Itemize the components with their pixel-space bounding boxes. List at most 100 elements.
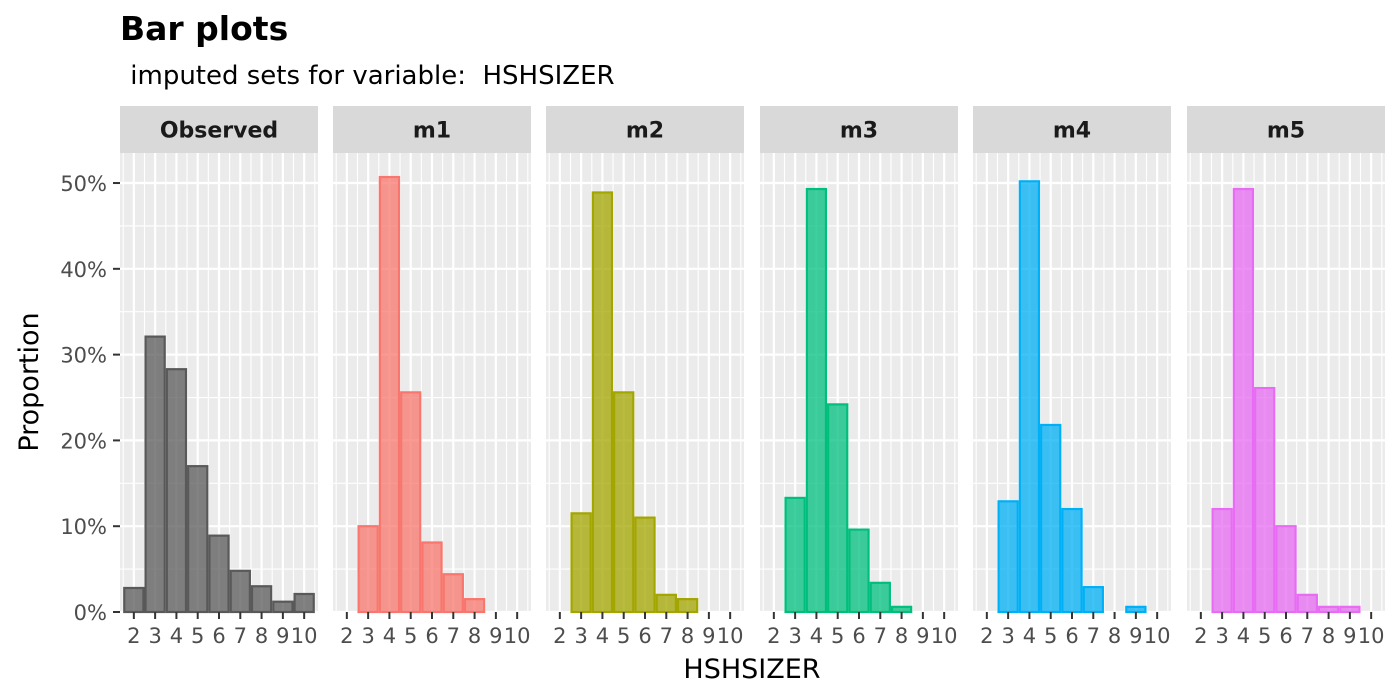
x-tick-label: 7 [447,624,460,648]
x-tick-label: 9 [702,624,715,648]
x-axis-title: HSHSIZER [683,654,820,685]
x-tick-label: 8 [255,624,268,648]
bar [1061,507,1083,614]
x-tick-label: 10 [504,624,531,648]
bar [144,335,166,614]
bar [591,191,614,614]
x-tick-label: 3 [1001,624,1014,648]
y-tick-label: 30% [60,344,107,368]
x-tick-label: 10 [1144,624,1171,648]
bar [997,500,1019,614]
x-tick-label: 5 [404,624,417,648]
x-tick-label: 2 [127,624,140,648]
x-tick-label: 5 [831,624,844,648]
facet-strip-label: m5 [1267,119,1305,144]
x-tick-label: 9 [1129,624,1142,648]
x-tick-label: 3 [1215,624,1228,648]
bar [1317,605,1340,614]
y-axis: 0% 10% 20% 30% 40% 50% [60,172,120,625]
bar [293,592,315,614]
x-tick-label: 9 [916,624,929,648]
bar [1040,423,1062,614]
facet-panel: m4 2 3 4 5 6 7 8 9 10 [973,106,1171,648]
x-tick-label: 9 [489,624,502,648]
x-tick-label: 6 [638,624,651,648]
bar [848,528,870,614]
bar [357,525,379,614]
bar [1296,593,1318,614]
x-tick-label: 3 [361,624,374,648]
chart-subtitle: imputed sets for variable: HSHSIZER [122,61,615,91]
x-tick-label: 4 [383,624,396,648]
x-tick-label: 7 [1301,624,1314,648]
x-tick-label: 2 [1194,624,1207,648]
x-tick-label: 7 [660,624,673,648]
x-tick-label: 4 [810,624,823,648]
y-tick-label: 20% [60,429,107,453]
x-tick-label: 6 [1279,624,1292,648]
bar [400,391,422,614]
x-tick-label: 3 [574,624,587,648]
x-tick-label: 5 [1044,624,1057,648]
bar [272,600,294,614]
x-tick-label: 10 [717,624,744,648]
y-tick-label: 40% [60,258,107,282]
facet-panel: m1 2 3 4 5 6 7 8 9 10 [333,106,531,648]
bar [123,586,145,614]
x-tick-label: 5 [1258,624,1271,648]
x-tick-label: 6 [852,624,865,648]
bar [165,368,188,614]
facet-panel: m5 2 3 4 5 6 7 8 9 10 [1187,106,1385,648]
bar [1082,586,1104,614]
x-tick-label: 7 [234,624,247,648]
x-tick-label: 5 [617,624,630,648]
facet-panel: Observed 2 3 4 5 6 7 8 9 10 [120,106,318,648]
x-tick-label: 5 [191,624,204,648]
facet-strip-label: m4 [1053,119,1091,144]
x-tick-label: 10 [1358,624,1385,648]
x-tick-label: 8 [1322,624,1335,648]
facet-strip [760,106,958,153]
bar [463,598,486,614]
x-tick-label: 2 [553,624,566,648]
bar [570,512,592,614]
x-tick-label: 10 [931,624,958,648]
x-tick-label: 4 [1023,624,1036,648]
facet-strip-label: m1 [413,119,451,144]
x-tick-label: 8 [468,624,481,648]
x-tick-label: 4 [170,624,183,648]
bar [805,187,828,614]
x-tick-label: 6 [425,624,438,648]
bar [250,585,273,614]
x-tick-label: 6 [212,624,225,648]
x-tick-label: 9 [276,624,289,648]
bar [187,465,209,614]
y-tick-label: 10% [60,515,107,539]
facet-panel: m3 2 3 4 5 6 7 8 9 10 [760,106,958,648]
facet-strip [120,106,318,153]
facet-strip-label: m2 [626,119,664,144]
x-tick-label: 2 [980,624,993,648]
bar [421,541,443,614]
bar [890,605,913,614]
bar [827,403,849,614]
bar [655,593,677,614]
x-tick-label: 8 [1108,624,1121,648]
bar [442,573,464,614]
facet-strip [1187,106,1385,153]
bar [1232,187,1255,614]
bar [1254,386,1276,614]
x-tick-label: 9 [1343,624,1356,648]
bar [1125,605,1147,614]
x-tick-label: 7 [874,624,887,648]
bar [869,581,891,614]
facet-strip-label: m3 [840,119,878,144]
bar [1275,525,1297,614]
x-tick-label: 4 [596,624,609,648]
bar [229,569,251,614]
y-tick-label: 50% [60,172,107,196]
bar [1018,180,1041,614]
x-tick-label: 2 [340,624,353,648]
